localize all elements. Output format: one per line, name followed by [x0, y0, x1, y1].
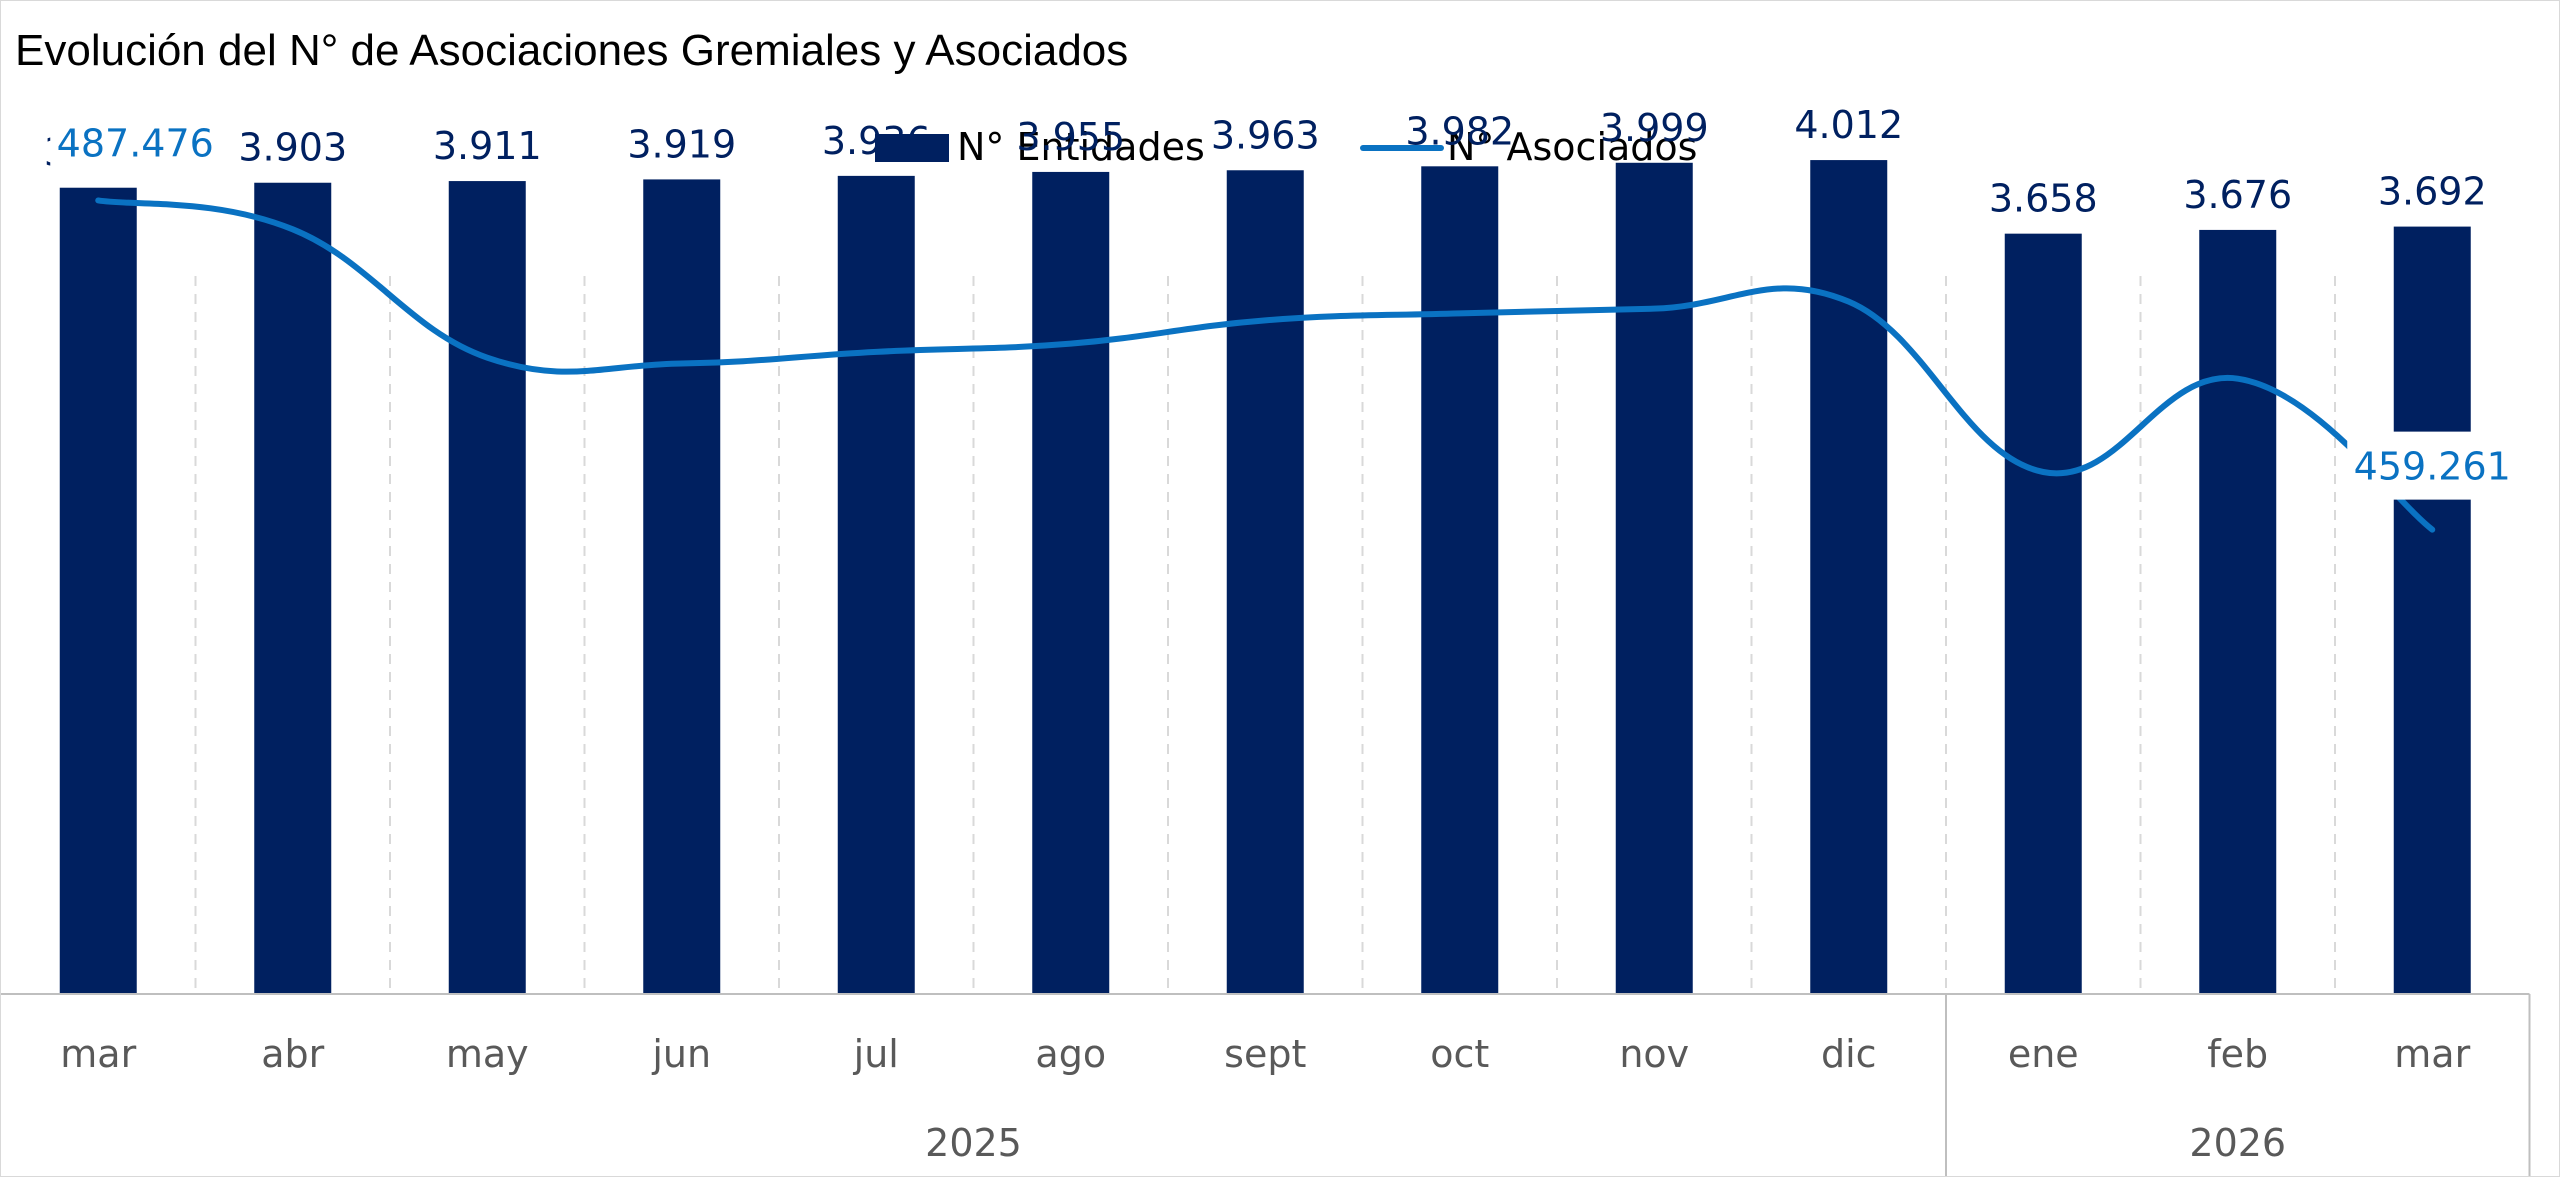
bar-data-label: 4.012: [1794, 103, 1903, 147]
bar-mar-0: [59, 187, 137, 994]
bar-data-label: 3.999: [1600, 106, 1709, 150]
bar-data-labels: 3.8793.9033.9113.9193.9363.9553.9633.982…: [44, 103, 2487, 221]
legend-label-asociados: N° Asociados: [1447, 125, 1697, 169]
line-data-label: 459.261: [2354, 445, 2511, 489]
bar-data-label: 3.955: [1016, 115, 1125, 159]
bar-dic-9: [1810, 160, 1888, 994]
bar-jun-3: [643, 179, 721, 995]
x-tick-label: mar: [60, 1032, 136, 1076]
legend-swatch-entidades: [875, 134, 949, 162]
legend: N° Entidades N° Asociados: [875, 125, 1697, 169]
x-group-label: 2025: [925, 1121, 1022, 1165]
x-tick-label: dic: [1821, 1032, 1877, 1076]
bar-data-label: 3.936: [822, 119, 931, 163]
bar-data-label: 3.658: [1989, 177, 2098, 221]
x-group-label: 2026: [2189, 1121, 2286, 1165]
x-tick-label: feb: [2207, 1032, 2268, 1076]
bar-series: [59, 160, 2471, 995]
bar-abr-1: [254, 182, 332, 994]
line-series: 487.476 459.261: [50, 108, 2518, 533]
bar-data-label: 3.692: [2378, 170, 2487, 214]
bar-data-label: 3.676: [2183, 173, 2292, 217]
bar-ene-10: [2004, 233, 2082, 994]
legend-label-entidades: N° Entidades: [957, 125, 1205, 169]
line-label-background: [50, 108, 221, 177]
bar-feb-11: [2199, 229, 2277, 995]
grid-lines: [194, 276, 2336, 994]
x-tick-label: jun: [651, 1032, 711, 1076]
x-tick-label: jul: [853, 1032, 899, 1076]
bar-oct-7: [1421, 166, 1499, 994]
line-asociados: [95, 197, 2436, 533]
x-tick-label: mar: [2394, 1032, 2470, 1076]
x-tick-label: oct: [1430, 1032, 1489, 1076]
x-tick-label: may: [446, 1032, 529, 1076]
bar-nov-8: [1615, 162, 1693, 994]
category-axis: mar abr may jun jul ago sept oct nov dic ene feb mar…: [1, 993, 2531, 1176]
x-tick-label: ago: [1035, 1032, 1106, 1076]
line-label-background: [2347, 431, 2518, 500]
bar-sept-6: [1226, 170, 1304, 994]
x-tick-label: sept: [1224, 1032, 1306, 1076]
x-tick-label: nov: [1619, 1032, 1689, 1076]
bar-mar-12: [2393, 226, 2471, 994]
line-data-label: 487.476: [57, 121, 214, 165]
bar-data-label: 3.963: [1211, 113, 1320, 157]
bar-may-2: [448, 181, 526, 995]
x-tick-label: abr: [261, 1032, 324, 1076]
bar-jul-4: [837, 175, 915, 995]
x-tick-label: ene: [2008, 1032, 2079, 1076]
bar-data-label: 3.903: [238, 126, 347, 170]
bar-data-label: 3.919: [627, 122, 736, 166]
bar-ago-5: [1032, 171, 1110, 995]
bar-data-label: 3.911: [433, 124, 542, 168]
chart-title: Evolución del N° de Asociaciones Gremial…: [15, 26, 1128, 75]
bar-data-label: 3.982: [1405, 109, 1514, 153]
